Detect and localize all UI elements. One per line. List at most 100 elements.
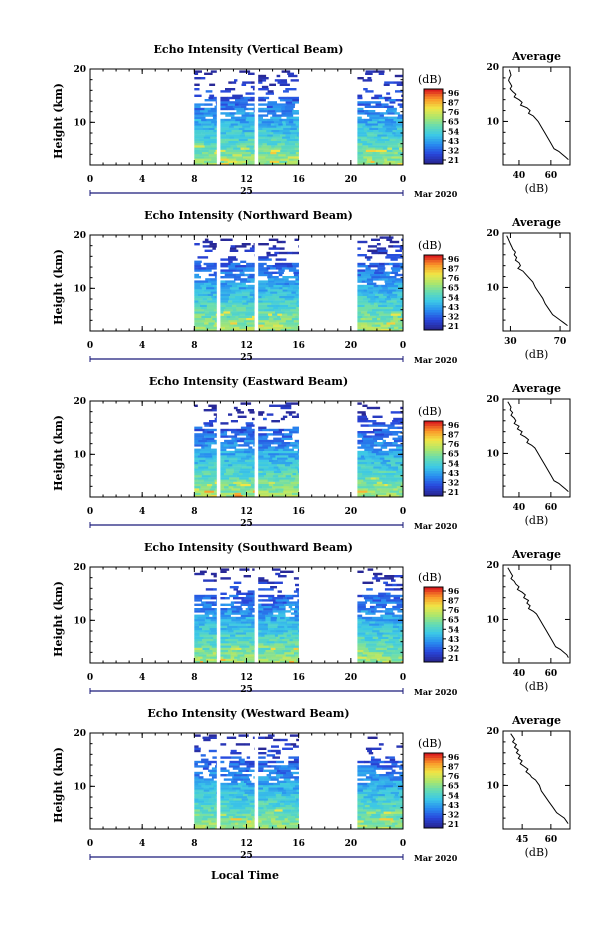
y-axis-label: Height (km) [52, 415, 65, 491]
average-frame [502, 564, 571, 664]
day-label: 25 [240, 685, 253, 695]
x-axis-label: Local Time [211, 869, 279, 882]
average-y-tick-label: 10 [486, 615, 499, 625]
colorbar-tick-label: 76 [448, 273, 460, 283]
colorbar-tick-label: 21 [448, 653, 459, 663]
panel-3: Echo Intensity (Southward Beam) 20 10 Heigh… [52, 541, 571, 697]
date-label: Mar 2020 [414, 355, 458, 365]
colorbar-unit: (dB) [418, 737, 442, 750]
day-label: 25 [240, 353, 253, 363]
average-x-tick-label: 30 [504, 337, 517, 347]
x-tick-label: 0 [400, 175, 406, 185]
panel-title: Echo Intensity (Eastward Beam) [149, 375, 348, 388]
colorbar-tick-label: 96 [448, 752, 460, 762]
heatmap-cells [194, 402, 404, 498]
heatmap-cells [194, 70, 404, 166]
average-y-tick-label: 20 [486, 561, 499, 571]
average-frame [502, 398, 571, 498]
average-x-tick-label: 60 [545, 669, 558, 679]
x-tick-label: 20 [345, 507, 358, 517]
colorbar-tick-label: 87 [448, 762, 459, 772]
colorbar-tick-label: 54 [448, 458, 460, 468]
x-tick-label: 12 [240, 341, 253, 351]
x-tick-label: 8 [191, 839, 197, 849]
day-label: 25 [240, 519, 253, 529]
colorbar-tick-label: 76 [448, 107, 460, 117]
colorbar-tick-label: 21 [448, 155, 459, 165]
colorbar-frame [423, 254, 444, 331]
y-axis-label: Height (km) [52, 249, 65, 325]
x-tick-label: 20 [345, 175, 358, 185]
colorbar-tick-label: 76 [448, 771, 460, 781]
average-title: Average [511, 548, 561, 561]
average-x-tick-label: 70 [554, 337, 567, 347]
y-tick-label: 20 [73, 231, 86, 241]
average-frame [502, 730, 571, 830]
colorbar-tick-label: 32 [448, 809, 459, 819]
average-y-tick-label: 20 [486, 63, 499, 73]
average-x-tick-label: 45 [516, 835, 529, 845]
panel-1: Echo Intensity (Northward Beam) 20 10 Heigh… [52, 209, 571, 365]
colorbar-tick-label: 21 [448, 487, 459, 497]
panel-title: Echo Intensity (Westward Beam) [147, 707, 349, 720]
average-x-label: (dB) [525, 680, 549, 693]
y-tick-label: 10 [73, 616, 86, 626]
colorbar-tick-label: 76 [448, 605, 460, 615]
x-tick-label: 0 [400, 673, 406, 683]
colorbar-tick-label: 54 [448, 624, 460, 634]
average-profile-line [510, 733, 569, 824]
average-title: Average [511, 216, 561, 229]
x-tick-label: 0 [400, 341, 406, 351]
colorbar [424, 421, 443, 497]
colorbar-tick-label: 32 [448, 311, 459, 321]
colorbar-tick-label: 65 [448, 615, 459, 625]
date-label: Mar 2020 [414, 189, 458, 199]
x-tick-label: 12 [240, 175, 253, 185]
average-profile-line [508, 69, 569, 160]
x-tick-label: 8 [191, 175, 197, 185]
average-x-tick-label: 40 [513, 503, 526, 513]
y-axis-label: Height (km) [52, 83, 65, 159]
x-tick-label: 16 [292, 341, 305, 351]
x-tick-label: 0 [87, 839, 93, 849]
panel-0: Echo Intensity (Vertical Beam) 20 10 Height… [52, 43, 571, 199]
panel-2: Echo Intensity (Eastward Beam) 20 10 Height… [52, 375, 571, 531]
x-tick-label: 20 [345, 673, 358, 683]
x-tick-label: 4 [139, 673, 145, 683]
x-tick-label: 8 [191, 507, 197, 517]
colorbar-tick-label: 65 [448, 781, 459, 791]
y-tick-label: 10 [73, 782, 86, 792]
colorbar-tick-label: 96 [448, 420, 460, 430]
x-tick-label: 4 [139, 839, 145, 849]
x-tick-label: 0 [87, 175, 93, 185]
average-y-tick-label: 20 [486, 727, 499, 737]
colorbar-tick-label: 87 [448, 264, 459, 274]
average-x-label: (dB) [525, 182, 549, 195]
colorbar [424, 753, 443, 829]
day-label: 25 [240, 851, 253, 861]
x-tick-label: 8 [191, 673, 197, 683]
colorbar-tick-label: 32 [448, 145, 459, 155]
colorbar-tick-label: 96 [448, 88, 460, 98]
colorbar-tick-label: 96 [448, 586, 460, 596]
average-x-label: (dB) [525, 846, 549, 859]
x-tick-label: 0 [400, 839, 406, 849]
colorbar-unit: (dB) [418, 73, 442, 86]
y-axis-label: Height (km) [52, 581, 65, 657]
colorbar-tick-label: 43 [448, 468, 460, 478]
average-x-label: (dB) [525, 514, 549, 527]
x-tick-label: 16 [292, 507, 305, 517]
colorbar-tick-label: 43 [448, 800, 460, 810]
average-y-tick-label: 20 [486, 395, 499, 405]
panel-title: Echo Intensity (Vertical Beam) [153, 43, 343, 56]
colorbar-tick-label: 54 [448, 126, 460, 136]
average-x-tick-label: 60 [545, 835, 558, 845]
x-tick-label: 4 [139, 175, 145, 185]
x-tick-label: 0 [400, 507, 406, 517]
average-y-tick-label: 10 [486, 283, 499, 293]
colorbar-tick-label: 87 [448, 98, 459, 108]
colorbar-tick-label: 87 [448, 430, 459, 440]
colorbar-tick-label: 43 [448, 302, 460, 312]
panel-title: Echo Intensity (Northward Beam) [144, 209, 353, 222]
